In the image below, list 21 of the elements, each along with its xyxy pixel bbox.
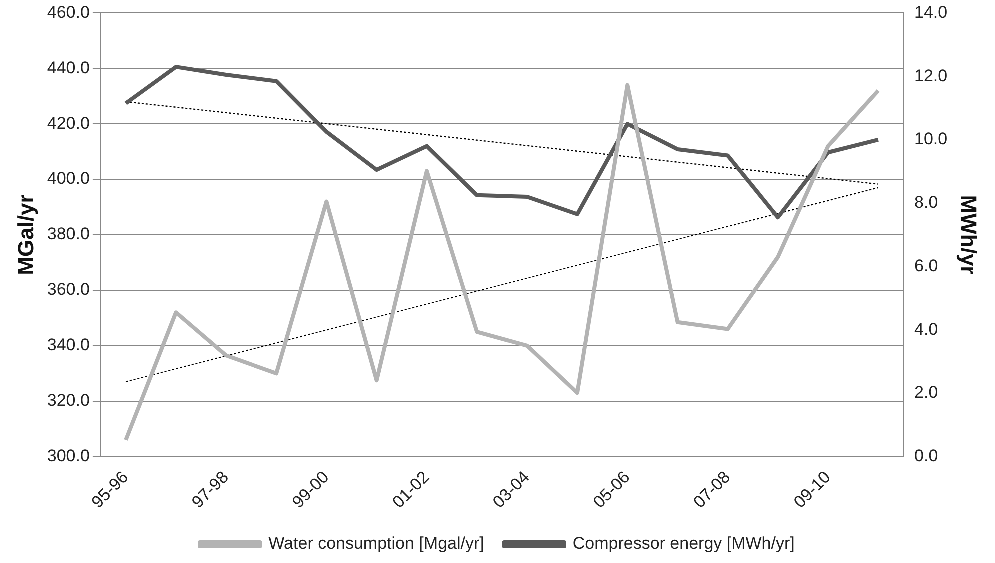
y-tick-label: 340.0 [47,336,90,355]
y2-tick-label: 4.0 [914,320,938,339]
y-axis-title: MGal/yr [13,194,38,276]
legend-label: Water consumption [Mgal/yr] [268,534,484,554]
y-tick-label: 380.0 [47,224,90,244]
legend-label: Compressor energy [MWh/yr] [572,534,795,554]
y2-tick-label: 6.0 [914,256,938,276]
y-tick-label: 400.0 [47,169,90,188]
y2-tick-label: 10.0 [914,130,948,149]
y-tick-label: 360.0 [47,280,90,300]
y2-tick-label: 2.0 [914,383,938,402]
y-tick-label: 420.0 [47,114,90,133]
y2-axis-title: MWh/yr [956,195,982,276]
y-tick-label: 460.0 [47,2,90,22]
y2-tick-label: 14.0 [914,2,948,22]
y-tick-label: 320.0 [47,391,90,410]
y-tick-label: 440.0 [47,58,90,78]
y-tick-label: 300.0 [47,446,90,466]
y2-tick-label: 0.0 [914,446,938,466]
y2-tick-label: 8.0 [914,193,938,212]
y2-tick-label: 12.0 [914,66,948,86]
